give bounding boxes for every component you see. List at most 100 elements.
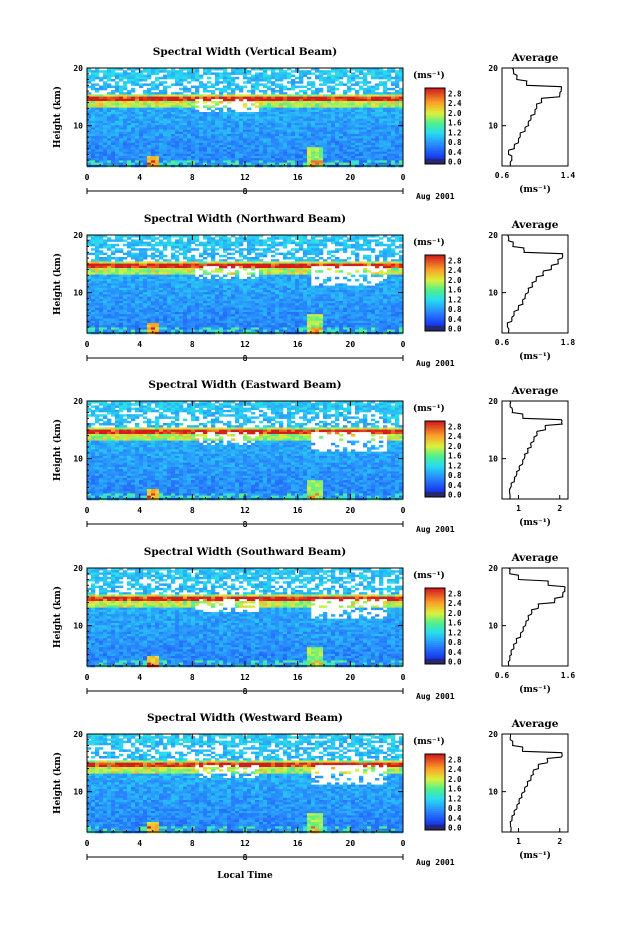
heatmap-cell — [103, 283, 108, 286]
heatmap-cell — [163, 261, 168, 264]
heatmap-cell — [275, 79, 280, 82]
heatmap-cell — [115, 120, 120, 124]
heatmap-cell — [371, 118, 376, 122]
heatmap-cell — [355, 259, 360, 262]
heatmap-cell — [159, 265, 164, 269]
heatmap-cell — [307, 270, 312, 273]
heatmap-cell — [307, 134, 312, 137]
heatmap-cell — [263, 160, 268, 163]
heatmap-cell — [231, 127, 236, 130]
heatmap-cell — [115, 153, 120, 157]
heatmap-cell — [271, 123, 276, 126]
heatmap-cell — [235, 125, 240, 128]
heatmap-cell — [271, 272, 276, 275]
heatmap-cell — [347, 118, 352, 122]
heatmap-cell — [267, 109, 272, 113]
heatmap-cell — [195, 136, 200, 139]
heatmap-cell — [115, 127, 120, 130]
heatmap-cell — [179, 81, 184, 84]
heatmap-cell — [219, 114, 224, 117]
heatmap-cell — [399, 74, 404, 78]
heatmap-cell — [91, 274, 96, 278]
heatmap-cell — [163, 81, 168, 84]
heatmap-cell — [291, 127, 296, 130]
heatmap-cell — [347, 136, 352, 139]
heatmap-cell — [363, 290, 368, 293]
heatmap-cell — [235, 246, 240, 249]
heatmap-cell — [375, 114, 380, 117]
heatmap-cell — [171, 235, 176, 238]
heatmap-cell — [287, 237, 292, 240]
heatmap-cell — [271, 87, 276, 91]
heatmap-cell — [351, 127, 356, 130]
heatmap-cell — [135, 261, 140, 264]
heatmap-cell — [95, 285, 100, 289]
heatmap-cell — [379, 138, 384, 141]
heatmap-cell — [327, 287, 332, 291]
heatmap-cell — [231, 248, 236, 251]
heatmap-cell — [199, 74, 204, 78]
heatmap-cell — [143, 294, 148, 297]
heatmap-cell — [323, 246, 328, 249]
heatmap-cell — [359, 87, 364, 91]
heatmap-cell — [115, 90, 120, 93]
heatmap-cell — [187, 125, 192, 128]
heatmap-cell — [367, 116, 372, 119]
heatmap-cell — [251, 294, 256, 297]
heatmap-cell — [227, 92, 232, 95]
heatmap-cell — [295, 116, 300, 119]
heatmap-cell — [231, 138, 236, 141]
heatmap-cell — [375, 138, 380, 141]
heatmap-cell — [339, 94, 344, 97]
heatmap-cell — [247, 98, 252, 102]
heatmap-cell — [103, 147, 108, 150]
heatmap-cell — [335, 79, 340, 82]
heatmap-cell — [351, 114, 356, 117]
heatmap-cell — [239, 287, 244, 291]
heatmap-cell — [263, 252, 268, 256]
heatmap-cell — [339, 134, 344, 137]
heatmap-cell — [267, 274, 272, 278]
heatmap-cell — [263, 101, 268, 104]
heatmap-cell — [127, 279, 132, 282]
heatmap-cell — [355, 261, 360, 264]
heatmap-cell — [167, 101, 172, 104]
heatmap-cell — [395, 107, 400, 111]
heatmap-cell — [211, 290, 216, 293]
heatmap-cell — [231, 72, 236, 75]
heatmap-cell — [159, 103, 164, 106]
heatmap-cell — [339, 285, 344, 289]
heatmap-cell — [291, 276, 296, 280]
heatmap-cell — [171, 274, 176, 278]
heatmap-cell — [371, 292, 376, 295]
heatmap-cell — [87, 294, 92, 297]
heatmap-cell — [299, 162, 304, 166]
heatmap-cell — [387, 140, 392, 144]
heatmap-cell — [279, 74, 284, 78]
heatmap-cell — [271, 127, 276, 130]
heatmap-cell — [311, 72, 316, 75]
heatmap-cell — [231, 125, 236, 128]
heatmap-cell — [323, 290, 328, 293]
heatmap-cell — [179, 281, 184, 284]
heatmap-cell — [359, 103, 364, 106]
heatmap-cell — [367, 156, 372, 159]
heatmap-cell — [311, 98, 316, 102]
heatmap-cell — [267, 87, 272, 91]
heatmap-cell — [135, 125, 140, 128]
heatmap-cell — [139, 129, 144, 133]
heatmap-cell — [331, 261, 336, 264]
heatmap-cell — [183, 265, 188, 269]
heatmap-cell — [391, 276, 396, 280]
heatmap-cell — [307, 263, 312, 267]
heatmap-cell — [175, 70, 180, 73]
heatmap-cell — [195, 112, 200, 115]
heatmap-cell — [191, 160, 196, 163]
heatmap-cell — [347, 87, 352, 91]
heatmap-cell — [223, 248, 228, 251]
heatmap-cell — [383, 109, 388, 113]
heatmap-cell — [375, 263, 380, 267]
heatmap-cell — [95, 151, 100, 155]
heatmap-cell — [347, 96, 352, 100]
heatmap-cell — [183, 162, 188, 166]
